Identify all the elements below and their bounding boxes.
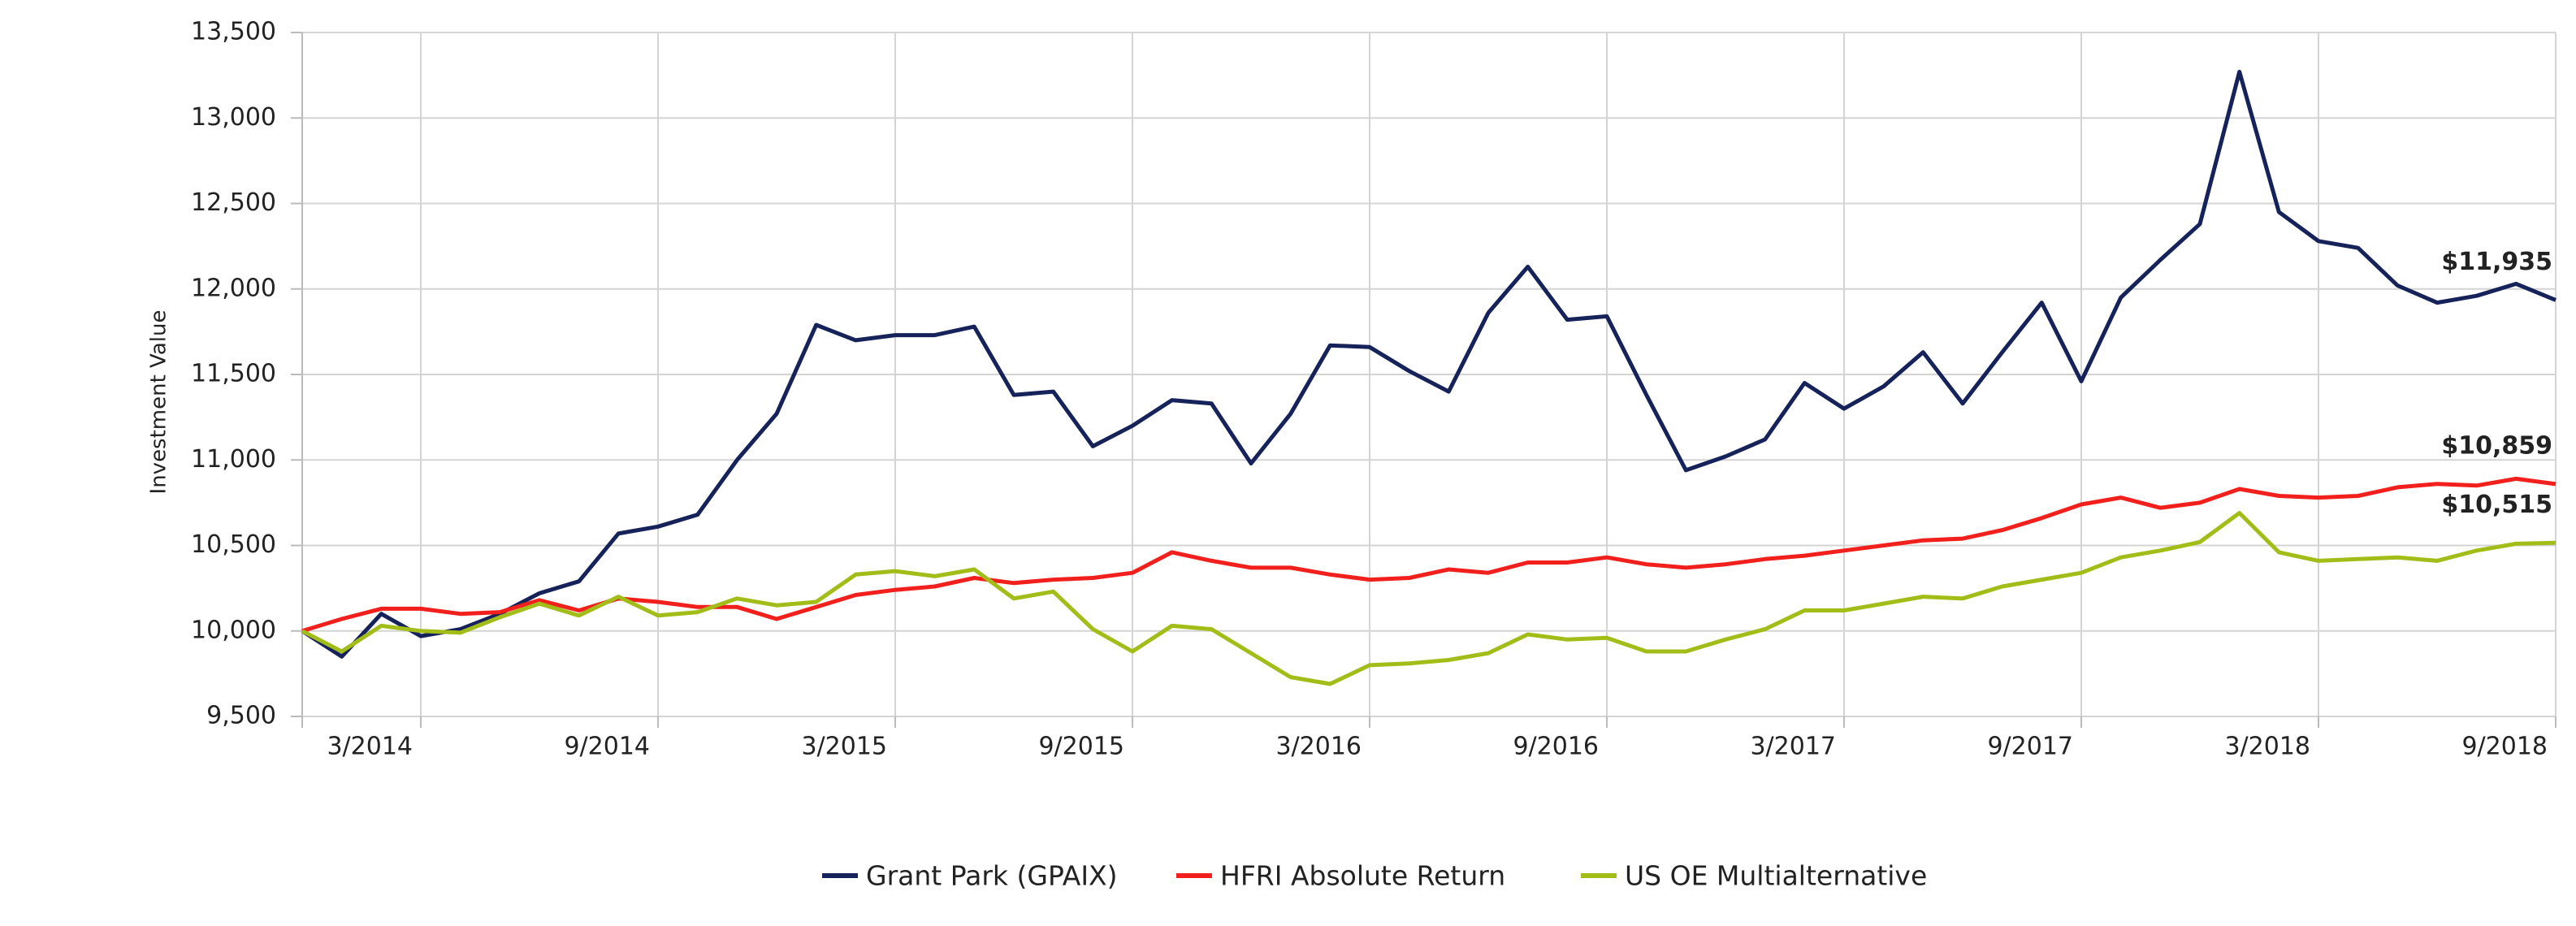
legend-item: US OE Multialternative (1581, 860, 1927, 892)
y-tick-label: 11,500 (191, 360, 276, 388)
end-value-label: $11,935 (2441, 248, 2552, 276)
series-line (301, 476, 2557, 634)
y-tick-label: 10,000 (191, 616, 276, 644)
series-line (301, 69, 2557, 659)
y-tick-label: 13,000 (191, 103, 276, 132)
x-tick-label: 3/2017 (1750, 733, 1836, 761)
legend-label: US OE Multialternative (1625, 860, 1927, 892)
y-tick-label: 13,500 (191, 18, 276, 46)
end-value-label: $10,859 (2441, 431, 2552, 460)
y-tick-label: 11,000 (191, 445, 276, 474)
y-tick-label: 12,500 (191, 188, 276, 217)
x-tick-label: 9/2018 (2461, 733, 2548, 761)
legend-item: Grant Park (GPAIX) (822, 860, 1118, 892)
legend-item: HFRI Absolute Return (1176, 860, 1505, 892)
legend-label: HFRI Absolute Return (1220, 860, 1505, 892)
x-tick-label: 9/2017 (1987, 733, 2073, 761)
x-tick-label: 3/2018 (2224, 733, 2310, 761)
x-tick-label: 9/2016 (1513, 733, 1599, 761)
x-tick-label: 3/2015 (801, 733, 887, 761)
y-tick-label: 10,500 (191, 530, 276, 559)
series-line (301, 511, 2557, 686)
end-value-label: $10,515 (2441, 491, 2552, 519)
legend-label: Grant Park (GPAIX) (866, 860, 1118, 892)
x-tick-label: 9/2014 (564, 733, 650, 761)
y-tick-label: 9,500 (206, 702, 276, 730)
x-tick-label: 9/2015 (1038, 733, 1124, 761)
x-tick-label: 3/2014 (327, 733, 413, 761)
x-tick-label: 3/2016 (1275, 733, 1362, 761)
y-tick-label: 12,000 (191, 274, 276, 302)
y-axis-label: Investment Value (147, 310, 171, 495)
